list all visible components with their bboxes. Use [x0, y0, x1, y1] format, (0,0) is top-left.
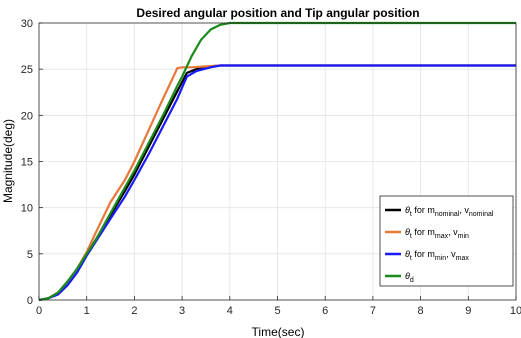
legend-text-part: for m: [412, 205, 435, 215]
legend-text-part: , v: [459, 205, 469, 215]
y-tick-label: 10: [21, 203, 33, 215]
x-tick-label: 1: [84, 305, 90, 317]
legend-label-0: θt for mnominal, vnominal: [405, 205, 494, 218]
chart-title: Desired angular position and Tip angular…: [136, 6, 419, 20]
legend-box: [379, 195, 514, 287]
legend-text-part: t: [410, 211, 412, 218]
legend-text-part: θ: [405, 205, 410, 215]
legend-text-part: max: [435, 233, 449, 240]
y-tick-label: 20: [21, 110, 33, 122]
y-tick-label: 15: [21, 157, 33, 169]
legend-text-part: , v: [446, 249, 456, 259]
legend-text-part: min: [435, 255, 446, 262]
series-line-2: [38, 64, 516, 302]
x-axis-label: Time(sec): [252, 325, 305, 338]
x-tick-label: 0: [36, 305, 42, 317]
x-tick-label: 4: [227, 305, 233, 317]
x-tick-label: 9: [465, 305, 471, 317]
x-tick-label: 3: [179, 305, 185, 317]
x-axis: 0 1 2 3 4 5 6 7 8 9 10: [36, 296, 521, 317]
legend-text-part: θ: [405, 249, 410, 259]
legend-text-part: nominal: [469, 211, 494, 218]
x-tick-label: 5: [274, 305, 280, 317]
legend-text-part: θ: [405, 227, 410, 237]
y-tick-label: 0: [27, 295, 33, 307]
legend-text-part: t: [410, 255, 412, 262]
legend-label-2: θt for mmin, vmax: [405, 249, 469, 262]
legend-text-part: , v: [448, 227, 458, 237]
legend-label-1: θt for mmax, vmin: [405, 227, 469, 240]
legend-label-3: θd: [405, 271, 414, 284]
legend-text-part: for m: [412, 227, 435, 237]
legend-text-part: nominal: [435, 211, 460, 218]
legend-text-part: t: [410, 233, 412, 240]
y-tick-label: 30: [21, 18, 33, 30]
x-tick-label: 6: [322, 305, 328, 317]
legend-text-part: θ: [405, 271, 410, 281]
y-axis: 0 5 10 15 20 25 30: [21, 18, 43, 307]
y-tick-label: 25: [21, 64, 33, 76]
x-tick-label: 10: [510, 305, 521, 317]
x-tick-label: 8: [418, 305, 424, 317]
y-axis-label: Magnitude(deg): [1, 119, 15, 203]
legend-text-part: d: [410, 277, 414, 284]
legend-text-part: min: [458, 233, 469, 240]
y-tick-label: 5: [27, 249, 33, 261]
legend-text-part: for m: [412, 249, 435, 259]
x-tick-label: 2: [131, 305, 137, 317]
legend-text-part: max: [456, 255, 470, 262]
x-tick-label: 7: [370, 305, 376, 317]
